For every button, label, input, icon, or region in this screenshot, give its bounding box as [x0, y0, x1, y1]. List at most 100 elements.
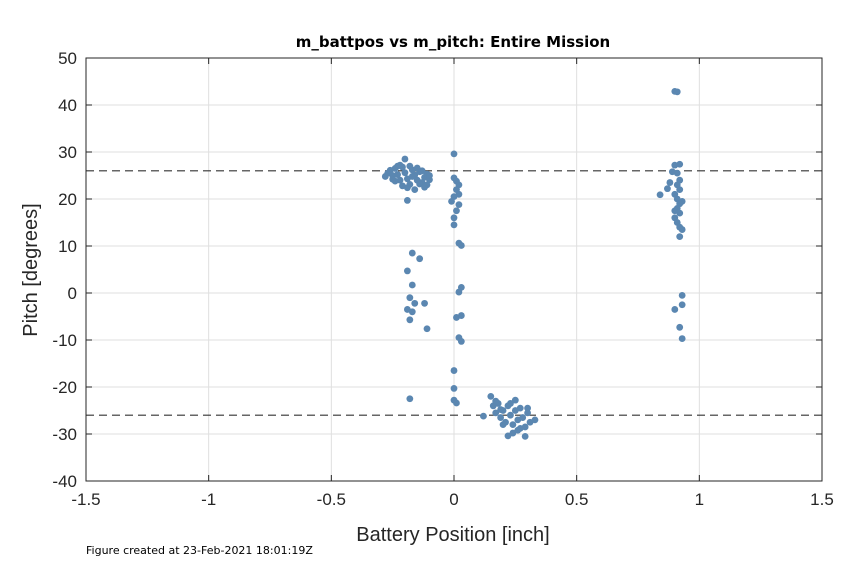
x-tick-label: 1.5 [810, 490, 834, 509]
data-point [524, 404, 531, 412]
data-point [497, 414, 505, 421]
x-tick-labels: -1.5 -1 -0.5 0 0.5 1 1.5 [71, 490, 833, 509]
data-point [678, 291, 686, 299]
chart-title: m_battpos vs m_pitch: Entire Mission [296, 33, 611, 51]
data-point [426, 172, 433, 179]
data-point [507, 400, 514, 407]
y-tick-label: -30 [52, 425, 77, 444]
data-point [671, 207, 679, 215]
data-point [450, 385, 458, 392]
x-tick-label: 0 [449, 490, 458, 509]
y-axis-label: Pitch [degrees] [20, 203, 42, 336]
data-point [676, 160, 684, 168]
y-tick-label: 50 [58, 49, 77, 68]
data-point [413, 164, 421, 172]
grid-lines [85, 57, 823, 482]
data-point [406, 294, 414, 302]
data-point [664, 185, 671, 193]
data-point [457, 338, 465, 345]
y-tick-label: -10 [52, 331, 77, 350]
data-point [403, 197, 411, 204]
data-point [668, 168, 676, 176]
data-point [492, 409, 500, 417]
data-point [457, 242, 465, 249]
data-point [421, 183, 428, 191]
data-point [411, 186, 419, 194]
data-point [450, 214, 458, 222]
x-tick-label: -0.5 [317, 490, 346, 509]
y-tick-label: -20 [52, 378, 77, 397]
data-point [394, 162, 401, 170]
x-tick-label: -1 [201, 490, 216, 509]
data-point [678, 226, 686, 233]
data-point [416, 255, 424, 263]
data-point [671, 306, 679, 313]
data-point [457, 312, 465, 319]
data-point [516, 404, 524, 412]
data-point [492, 397, 500, 405]
data-point [678, 301, 686, 309]
data-point [531, 416, 539, 424]
data-point [450, 367, 458, 374]
data-point [450, 221, 458, 229]
data-point [448, 197, 455, 205]
y-tick-label: 10 [58, 237, 77, 256]
data-point [521, 432, 529, 440]
data-point [666, 179, 674, 186]
data-point [401, 169, 409, 177]
data-point [408, 173, 416, 180]
data-point [519, 414, 527, 421]
data-point [408, 281, 416, 289]
x-tick-label: 1 [695, 490, 704, 509]
y-tick-label: -40 [52, 472, 77, 491]
y-tick-label: 20 [58, 190, 77, 209]
data-point [453, 207, 460, 215]
data-point [507, 411, 514, 419]
y-tick-label: 0 [68, 284, 77, 303]
data-point [406, 395, 414, 403]
data-point [455, 201, 463, 209]
data-point [453, 399, 460, 407]
data-point [399, 182, 406, 190]
data-point [450, 150, 458, 158]
data-point [408, 249, 416, 257]
plot-frame [85, 57, 823, 482]
x-tick-label: 0.5 [565, 490, 589, 509]
data-point [408, 308, 416, 316]
data-point [678, 335, 686, 342]
data-point [423, 325, 431, 333]
data-point [676, 323, 684, 331]
data-point [389, 175, 397, 183]
data-point [421, 299, 428, 307]
data-point [406, 316, 414, 324]
data-point [678, 197, 686, 205]
data-point [411, 299, 419, 307]
data-point [516, 424, 524, 432]
data-point [524, 409, 531, 417]
data-point [676, 186, 684, 194]
data-point [673, 88, 681, 96]
data-point [499, 421, 507, 428]
data-point [480, 412, 487, 420]
data-point [497, 406, 505, 413]
figure-footnote: Figure created at 23-Feb-2021 18:01:19Z [86, 544, 313, 557]
reference-lines [86, 170, 822, 416]
y-tick-label: 40 [58, 96, 77, 115]
data-point [401, 155, 409, 163]
x-tick-label: -1.5 [71, 490, 100, 509]
data-point [416, 180, 424, 188]
data-point [656, 191, 664, 199]
data-point [509, 421, 517, 428]
data-point [487, 393, 495, 400]
x-axis-label: Battery Position [inch] [356, 524, 549, 546]
data-point [511, 396, 519, 404]
data-point [394, 171, 401, 178]
data-point [676, 233, 684, 241]
data-point [455, 288, 463, 296]
data-point [403, 267, 411, 275]
data-points [381, 87, 686, 440]
y-tick-labels: 50 40 30 20 10 0 -10 -20 -30 -40 [52, 49, 77, 491]
y-tick-label: 30 [58, 143, 77, 162]
data-point [406, 162, 414, 170]
